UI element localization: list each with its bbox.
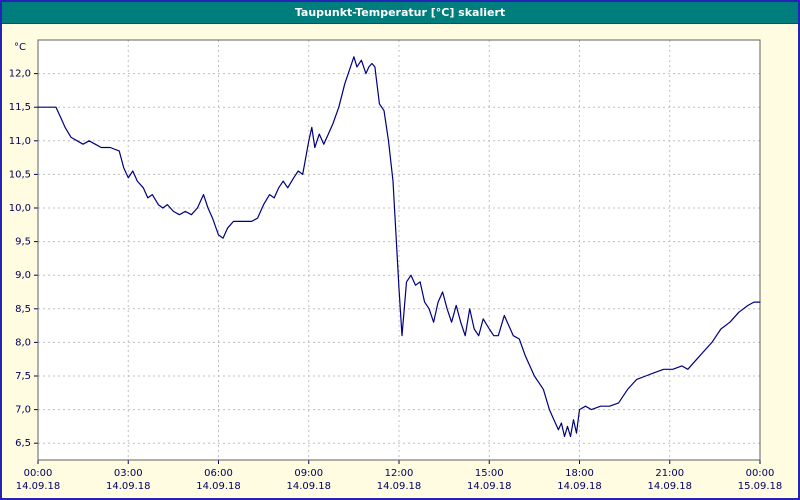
x-tick-date-label: 15.09.18 bbox=[738, 481, 783, 492]
chart-line bbox=[37, 56, 761, 438]
y-tick-label: 11,0 bbox=[9, 136, 31, 147]
line-chart: 6,5 7,0 7,5 8,0 8,5 9,0 9,5 10,0 10,5 11,0 11,5 12,… bbox=[9, 39, 783, 492]
x-tick-time-label: 21:00 bbox=[655, 468, 684, 479]
x-tick-date-label: 14.09.18 bbox=[286, 481, 331, 492]
chart-area: 6,5 7,0 7,5 8,0 8,5 9,0 9,5 10,0 10,5 11,0 11,5 12,… bbox=[2, 24, 798, 498]
x-tick-time-label: 18:00 bbox=[565, 468, 594, 479]
x-tick-date-label: 14.09.18 bbox=[106, 481, 151, 492]
y-tick-label: 8,0 bbox=[15, 337, 31, 348]
y-tick-label: 6,5 bbox=[15, 438, 31, 449]
y-tick-label: 9,5 bbox=[15, 237, 31, 248]
y-tick-label: 7,0 bbox=[15, 405, 31, 416]
x-tick-time-label: 00:00 bbox=[24, 468, 53, 479]
x-tick-date-label: 14.09.18 bbox=[16, 481, 61, 492]
y-tick-label: 8,5 bbox=[15, 304, 31, 315]
x-tick-time-label: 09:00 bbox=[294, 468, 323, 479]
x-tick-date-label: 14.09.18 bbox=[377, 481, 422, 492]
y-tick-label: 9,0 bbox=[15, 270, 31, 281]
plot-frame bbox=[37, 39, 761, 461]
y-tick-label: 10,5 bbox=[9, 169, 31, 180]
x-tick-time-label: 03:00 bbox=[114, 468, 143, 479]
y-tick-label: 7,5 bbox=[15, 371, 31, 382]
x-tick-date-label: 14.09.18 bbox=[196, 481, 241, 492]
x-tick-date-label: 14.09.18 bbox=[467, 481, 512, 492]
y-unit-label: °C bbox=[14, 42, 26, 53]
x-tick-time-label: 00:00 bbox=[746, 468, 775, 479]
y-tick-label: 12,0 bbox=[9, 69, 31, 80]
y-tick-label: 11,5 bbox=[9, 102, 31, 113]
title-bar: Taupunkt-Temperatur [°C] skaliert bbox=[2, 2, 798, 24]
window-title: Taupunkt-Temperatur [°C] skaliert bbox=[294, 6, 506, 19]
x-tick-time-label: 06:00 bbox=[204, 468, 233, 479]
y-tick-label: 10,0 bbox=[9, 203, 31, 214]
x-tick-time-label: 12:00 bbox=[385, 468, 414, 479]
x-tick-date-label: 14.09.18 bbox=[557, 481, 602, 492]
x-tick-date-label: 14.09.18 bbox=[647, 481, 692, 492]
x-tick-time-label: 15:00 bbox=[475, 468, 504, 479]
